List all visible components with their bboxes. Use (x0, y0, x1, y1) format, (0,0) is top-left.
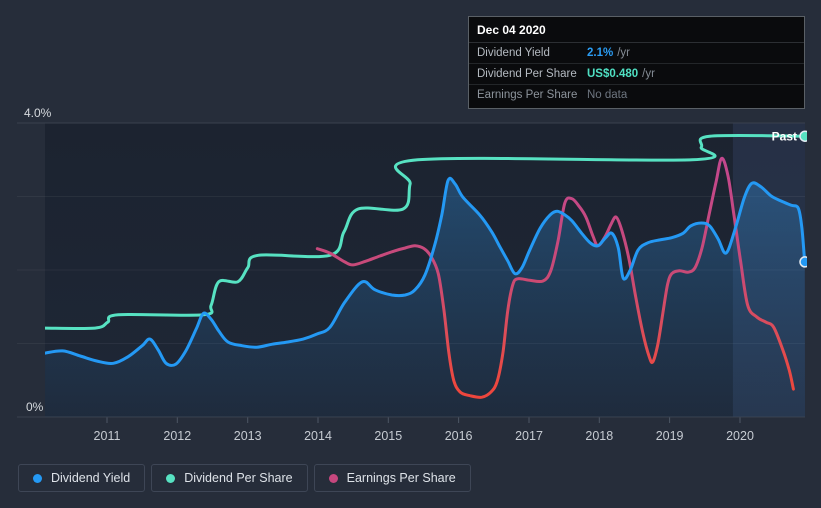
past-label: Past (772, 130, 797, 144)
legend-item-dividend-yield[interactable]: Dividend Yield (18, 464, 146, 492)
dividend-per-share-line (45, 133, 807, 330)
x-axis-tick-label: 2015 (374, 429, 402, 443)
x-axis-tick-label: 2014 (304, 429, 332, 443)
tooltip-label: Dividend Per Share (477, 68, 577, 80)
earnings-per-share-line (315, 156, 795, 399)
tooltip-value-earnings-per-share: No data (587, 89, 628, 101)
tooltip-label: Earnings Per Share (477, 89, 578, 101)
tooltip-row-dividend-per-share: Dividend Per Share US$0.480 /yr (469, 64, 804, 85)
legend-item-earnings-per-share[interactable]: Earnings Per Share (313, 464, 471, 492)
chart-legend: Dividend Yield Dividend Per Share Earnin… (18, 464, 471, 492)
tooltip-row-earnings-per-share: Earnings Per Share No data (469, 85, 804, 108)
x-axis-tick-label: 2016 (445, 429, 473, 443)
tooltip-date: Dec 04 2020 (469, 17, 804, 43)
dividend-yield-line (45, 176, 807, 367)
y-axis-bottom-label: 0% (26, 400, 44, 414)
dividend-per-share-dot-icon (166, 473, 176, 483)
x-axis-tick-label: 2019 (656, 429, 684, 443)
tooltip-suffix: /yr (617, 47, 630, 59)
dividend-per-share-end-dot (799, 130, 807, 142)
legend-label: Dividend Per Share (184, 471, 293, 485)
legend-item-dividend-per-share[interactable]: Dividend Per Share (151, 464, 308, 492)
chart-plot-area[interactable]: Past 2011 2012 2013 2014 2015 2016 2017 2018 2019… (0, 0, 821, 455)
legend-label: Earnings Per Share (346, 471, 456, 485)
x-axis-tick-label: 2018 (585, 429, 613, 443)
tooltip-value-dividend-yield: 2.1% (587, 47, 614, 59)
x-axis-tick-label: 2020 (726, 429, 754, 443)
x-axis-tick-label: 2012 (163, 429, 191, 443)
earnings-per-share-dot-icon (328, 473, 338, 483)
x-axis-tick-label: 2011 (94, 429, 121, 443)
dividend-yield-dot-icon (33, 473, 42, 483)
x-axis-tick-label: 2013 (234, 429, 262, 443)
legend-label: Dividend Yield (51, 471, 131, 485)
tooltip-row-dividend-yield: Dividend Yield 2.1% /yr (469, 43, 804, 64)
dividend-yield-end-dot (799, 256, 807, 268)
chart-tooltip: Dec 04 2020 Dividend Yield 2.1% /yr Divi… (468, 16, 805, 109)
chart-svg: Past 2011 2012 2013 2014 2015 2016 2017 2018 2019… (17, 106, 807, 443)
tooltip-suffix: /yr (642, 68, 655, 80)
y-axis-top-label: 4.0% (24, 106, 52, 120)
tooltip-label: Dividend Yield (477, 47, 550, 59)
tooltip-value-dividend-per-share: US$0.480 (587, 68, 639, 80)
x-axis-tick-label: 2017 (515, 429, 543, 443)
